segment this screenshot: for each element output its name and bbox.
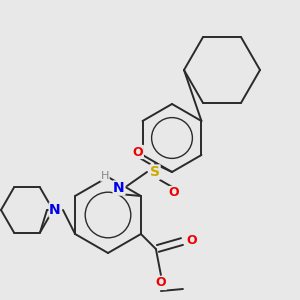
Text: N: N [49, 203, 61, 217]
Text: O: O [187, 235, 197, 248]
Text: O: O [169, 187, 179, 200]
Text: O: O [133, 146, 143, 158]
Text: S: S [150, 165, 160, 179]
Text: H: H [101, 171, 109, 181]
Text: N: N [113, 181, 125, 195]
Text: O: O [156, 277, 166, 290]
